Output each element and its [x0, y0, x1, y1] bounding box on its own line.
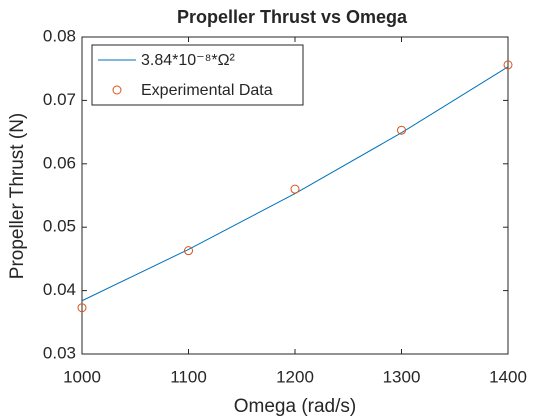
- y-tick-label: 0.08: [43, 26, 76, 45]
- x-tick-label: 1000: [63, 367, 101, 386]
- x-tick-label: 1300: [383, 367, 421, 386]
- y-axis-label: Propeller Thrust (N): [7, 113, 28, 279]
- legend-label: 3.84*10⁻⁸*Ω²: [141, 52, 236, 69]
- legend-box: [91, 44, 304, 106]
- data-point: [503, 60, 513, 70]
- y-tick-label: 0.05: [43, 217, 76, 236]
- y-tick-label: 0.03: [43, 343, 76, 362]
- data-point: [290, 184, 300, 194]
- x-tick-label: 1400: [489, 367, 527, 386]
- data-point: [184, 246, 193, 256]
- x-tick-label: 1100: [170, 367, 207, 386]
- x-tick-label: 1200: [276, 367, 314, 386]
- x-axis-label: Omega (rad/s): [234, 396, 356, 417]
- data-point: [397, 125, 406, 135]
- chart-title: Propeller Thrust vs Omega: [177, 7, 408, 27]
- legend-swatch: [112, 85, 122, 95]
- data-point: [77, 303, 87, 313]
- y-tick-label: 0.06: [43, 153, 76, 172]
- y-tick-label: 0.04: [43, 280, 76, 299]
- legend-label: Experimental Data: [141, 82, 273, 99]
- y-tick-label: 0.07: [43, 90, 76, 109]
